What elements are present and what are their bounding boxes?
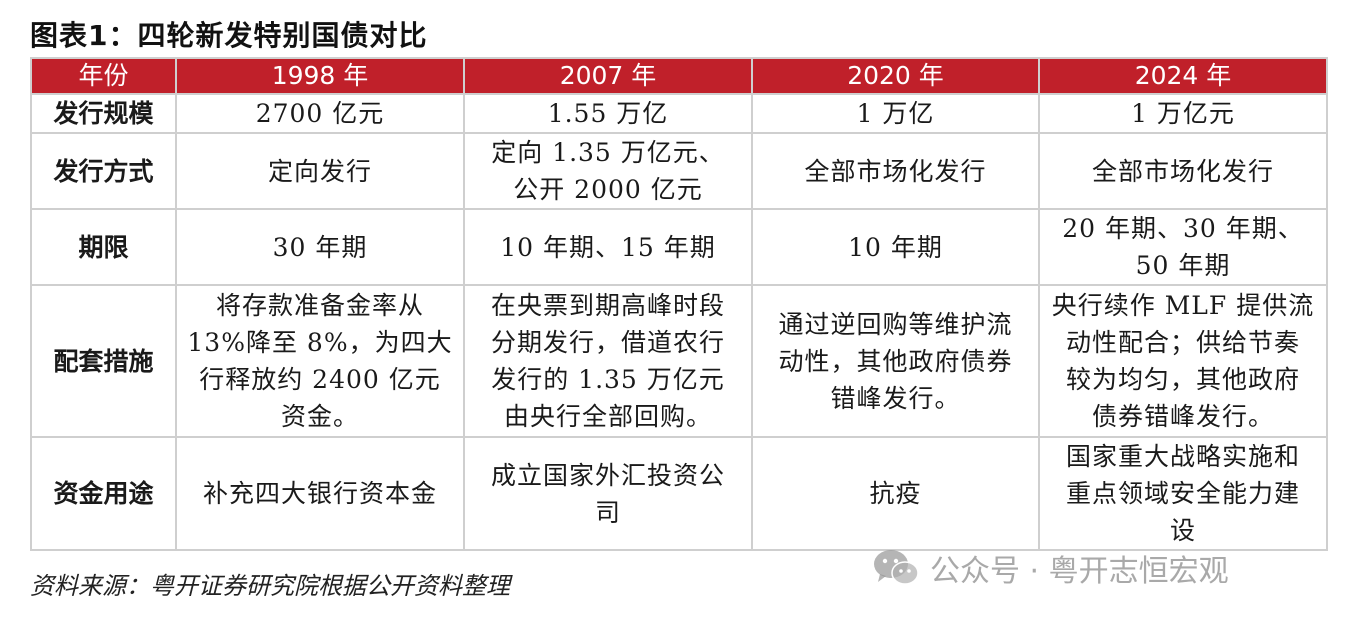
table-cell: 10 年期 [751,208,1040,286]
header-year-cell: 2020 年 [751,57,1040,95]
table-cell: 20 年期、30 年期、 50 年期 [1038,208,1328,286]
table-row: 资金用途 补充四大银行资本金 成立国家外汇投资公司 抗疫 国家重大战略实施和 重点… [30,436,1328,551]
table-cell: 抗疫 [751,436,1040,551]
table-cell: 定向 1.35 万亿元、 公开 2000 亿元 [463,132,753,210]
row-label-cell: 期限 [30,208,177,286]
watermark: 公众号 · 粤开志恒宏观 [872,546,1229,590]
table-cell: 成立国家外汇投资公司 [463,436,753,551]
wechat-icon [874,550,919,585]
header-year-cell: 1998 年 [175,57,465,95]
row-label-cell: 配套措施 [30,284,177,438]
table-cell: 通过逆回购等维护流 动性，其他政府债券 错峰发行。 [751,284,1040,438]
table-cell: 央行续作 MLF 提供流 动性配合；供给节奏 较为均匀，其他政府 债券错峰发行。 [1038,284,1328,438]
row-label-cell: 发行方式 [30,132,177,210]
row-label-cell: 资金用途 [30,436,177,551]
table-row: 发行方式 定向发行 定向 1.35 万亿元、 公开 2000 亿元 全部市场化发行… [30,132,1328,210]
source-note: 资料来源：粤开证券研究院根据公开资料整理 [30,572,510,600]
table-cell: 补充四大银行资本金 [175,436,465,551]
table-cell: 30 年期 [175,208,465,286]
table-header-row: 年份 1998 年 2007 年 2020 年 2024 年 [30,57,1328,95]
table-cell: 在央票到期高峰时段 分期发行，借道农行 发行的 1.35 万亿元 由央行全部回购。 [463,284,753,438]
header-label-cell: 年份 [30,57,177,95]
table-cell: 定向发行 [175,132,465,210]
table-cell: 将存款准备金率从 13%降至 8%，为四大 行释放约 2400 亿元 资金。 [175,284,465,438]
table-cell: 1 万亿 [751,93,1040,134]
table-row: 发行规模 2700 亿元 1.55 万亿 1 万亿 1 万亿元 [30,93,1328,134]
table-cell: 1 万亿元 [1038,93,1328,134]
header-year-cell: 2024 年 [1038,57,1328,95]
table-cell: 国家重大战略实施和 重点领域安全能力建设 [1038,436,1328,551]
table-row: 配套措施 将存款准备金率从 13%降至 8%，为四大 行释放约 2400 亿元 资金。… [30,284,1328,438]
row-label-cell: 发行规模 [30,93,177,134]
table-cell: 1.55 万亿 [463,93,753,134]
watermark-text: 公众号 · 粤开志恒宏观 [930,554,1229,589]
header-year-cell: 2007 年 [463,57,753,95]
table-cell: 全部市场化发行 [1038,132,1328,210]
table-cell: 10 年期、15 年期 [463,208,753,286]
table-cell: 全部市场化发行 [751,132,1040,210]
table-row: 期限 30 年期 10 年期、15 年期 10 年期 20 年期、30 年期、 5… [30,208,1328,286]
comparison-table: 年份 1998 年 2007 年 2020 年 2024 年 发行规模 2700… [30,57,1328,551]
table-cell: 2700 亿元 [175,93,465,134]
page-title: 图表1：四轮新发特别国债对比 [30,19,428,52]
